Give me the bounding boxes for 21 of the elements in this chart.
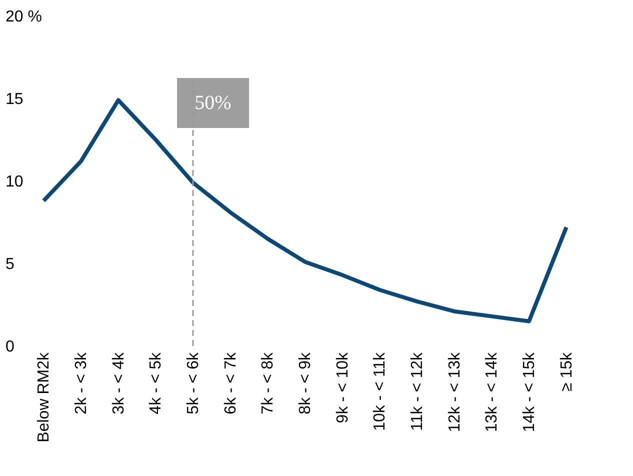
x-tick-label: 7k - < 8k [260,352,277,414]
x-tick-label: 14k - < 15k [521,352,538,432]
x-tick-label: 12k - < 13k [446,352,464,432]
x-tick-label: 8k - < 9k [297,352,314,414]
x-tick-label: Below RM2k [36,352,53,442]
y-tick-label: 5 [6,256,14,273]
y-tick-label: 20 % [6,8,42,26]
x-tick-label: 5k - < 6k [185,352,202,414]
x-tick-label: 2k - < 3k [73,352,90,414]
x-tick-label: 10k - < 11k [372,352,389,431]
y-tick-label: 0 [6,338,14,356]
x-tick-label: ≥ 15k [558,352,576,392]
y-tick-label: 10 [6,174,24,190]
ref-line-label: 50% [194,92,232,114]
x-tick-label: 13k - < 14k [484,352,501,432]
x-tick-label: 9k - < 10k [334,352,352,424]
x-tick-label: 3k - < 4k [110,352,128,414]
x-tick-label: 11k - < 12k [409,352,426,431]
x-tick-label: 4k - < 5k [148,352,165,414]
x-tick-label: 6k - < 7k [222,352,240,414]
y-tick-label: 15 [6,91,24,108]
